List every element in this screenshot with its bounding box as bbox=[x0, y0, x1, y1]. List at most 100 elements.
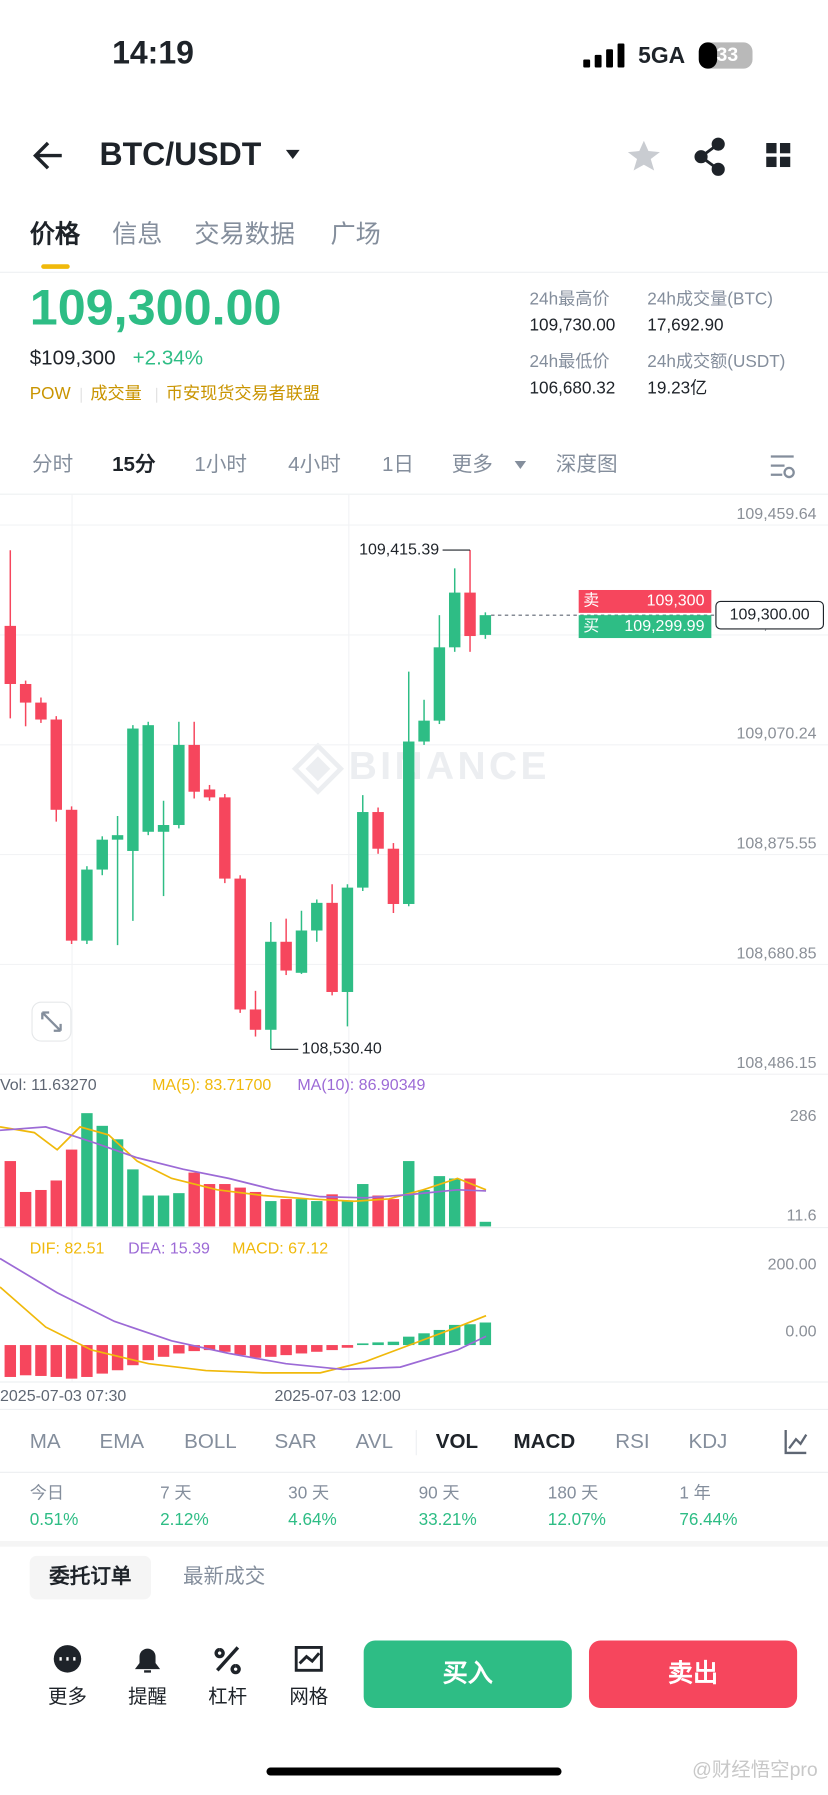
y-tick-label: 108,680.85 bbox=[736, 945, 816, 962]
volume-bar bbox=[448, 1178, 461, 1227]
candle-body bbox=[35, 702, 47, 720]
nav-label[interactable]: 更多 bbox=[48, 1686, 87, 1708]
sell-button-label[interactable]: 卖出 bbox=[668, 1660, 718, 1688]
watermark-logo bbox=[291, 742, 345, 795]
period-label: 今日 bbox=[30, 1483, 64, 1503]
candle-body bbox=[234, 878, 246, 1010]
signal-icon bbox=[583, 43, 625, 68]
macd-text: MACD: 67.12 bbox=[232, 1241, 328, 1258]
candle-body bbox=[418, 720, 430, 742]
timeframe[interactable]: 4小时 bbox=[288, 453, 341, 476]
volume-bar bbox=[234, 1187, 246, 1227]
volume-bar bbox=[4, 1161, 17, 1227]
tag[interactable]: 币安现货交易者联盟 bbox=[166, 383, 320, 403]
pair-title[interactable]: BTC/USDT bbox=[99, 136, 261, 172]
volume-bar bbox=[96, 1125, 108, 1227]
chart-settings[interactable] bbox=[770, 455, 795, 479]
volume-bar bbox=[219, 1184, 231, 1227]
tab[interactable]: 信息 bbox=[112, 220, 162, 248]
macd-bar bbox=[479, 1322, 492, 1346]
timeframe[interactable]: 深度图 bbox=[556, 453, 618, 476]
battery-text: 33 bbox=[717, 44, 739, 66]
buy-quote-price: 109,299.99 bbox=[624, 618, 704, 635]
timeframe[interactable]: 1小时 bbox=[194, 453, 247, 476]
buy-quote-tag: 买 bbox=[583, 617, 599, 635]
stat-label: 24h最低价 bbox=[530, 351, 610, 371]
volume-bar bbox=[387, 1199, 400, 1227]
stat-value: 109,730.00 bbox=[530, 315, 616, 335]
grid-icon[interactable] bbox=[766, 143, 791, 168]
macd-bar bbox=[249, 1345, 262, 1358]
timeframe[interactable]: 15分 bbox=[112, 453, 156, 476]
candle-body bbox=[295, 930, 308, 973]
share-icon[interactable] bbox=[694, 137, 725, 176]
period-change: 76.44% bbox=[679, 1509, 737, 1529]
candle-body bbox=[357, 812, 369, 888]
tab[interactable]: 价格 bbox=[30, 219, 81, 248]
x-date: 2025-07-03 12:00 bbox=[274, 1388, 400, 1405]
macd-bar bbox=[173, 1345, 185, 1354]
nav-label[interactable]: 杠杆 bbox=[208, 1686, 247, 1708]
ma10-line bbox=[0, 1126, 487, 1199]
margin-icon[interactable] bbox=[214, 1646, 241, 1675]
tab[interactable]: 交易数据 bbox=[194, 220, 295, 248]
candle-body bbox=[249, 1009, 262, 1030]
candle-body bbox=[142, 725, 154, 832]
tag[interactable]: 成交量 bbox=[90, 383, 141, 403]
macd-bar bbox=[4, 1345, 17, 1377]
more-dropdown[interactable] bbox=[514, 461, 527, 470]
dif-line bbox=[0, 1286, 487, 1374]
pair-dropdown[interactable] bbox=[285, 149, 300, 160]
grid-bot-icon[interactable] bbox=[294, 1645, 323, 1672]
timeframe[interactable]: 更多 bbox=[452, 453, 493, 476]
order-tab[interactable]: 最新成交 bbox=[183, 1565, 265, 1588]
watermark: @财经悟空pro bbox=[692, 1759, 818, 1781]
macd-bar bbox=[219, 1345, 231, 1352]
buy-button-label[interactable]: 买入 bbox=[443, 1660, 493, 1688]
volume-bar bbox=[464, 1178, 476, 1227]
candle-body bbox=[311, 902, 323, 931]
indicator-settings[interactable] bbox=[784, 1430, 808, 1455]
low-label: 108,530.40 bbox=[302, 1041, 382, 1058]
volume-bar bbox=[50, 1180, 62, 1227]
volume-bar bbox=[19, 1191, 32, 1227]
favorite-star[interactable] bbox=[627, 140, 660, 171]
chart-watermark: BINANCE bbox=[349, 745, 550, 788]
indicator[interactable]: RSI bbox=[615, 1430, 649, 1453]
tab[interactable]: 广场 bbox=[331, 220, 381, 248]
indicator[interactable]: BOLL bbox=[184, 1430, 237, 1453]
timeframe[interactable]: 1日 bbox=[382, 453, 414, 476]
volume-bar bbox=[326, 1194, 338, 1227]
buy-button[interactable] bbox=[363, 1640, 572, 1709]
indicator[interactable]: MA bbox=[30, 1430, 61, 1453]
indicator[interactable]: MACD bbox=[513, 1430, 575, 1453]
indicator[interactable]: AVL bbox=[356, 1430, 393, 1453]
volume-bar bbox=[249, 1191, 262, 1227]
candle-body bbox=[188, 744, 200, 792]
order-tab[interactable]: 委托订单 bbox=[48, 1564, 131, 1588]
indicator[interactable]: EMA bbox=[99, 1430, 144, 1453]
volume-bar bbox=[418, 1189, 430, 1227]
stat-label: 24h最高价 bbox=[530, 288, 610, 308]
nav-label[interactable]: 网格 bbox=[289, 1686, 328, 1708]
macd-bar bbox=[448, 1324, 461, 1346]
stat-label: 24h成交量(BTC) bbox=[647, 288, 773, 308]
indicator[interactable]: SAR bbox=[274, 1430, 316, 1453]
nav-label[interactable]: 提醒 bbox=[128, 1686, 167, 1708]
candle-body bbox=[81, 869, 93, 941]
home-indicator bbox=[266, 1767, 562, 1776]
back-button[interactable] bbox=[33, 141, 62, 170]
sell-button[interactable] bbox=[588, 1640, 798, 1709]
candle-body bbox=[433, 647, 446, 721]
candle-body bbox=[173, 744, 185, 826]
volume-bar bbox=[280, 1199, 292, 1227]
indicator[interactable]: VOL bbox=[436, 1430, 478, 1453]
macd-bar bbox=[357, 1343, 369, 1346]
alert-icon[interactable] bbox=[134, 1648, 161, 1673]
tag[interactable]: POW bbox=[30, 383, 72, 403]
indicator[interactable]: KDJ bbox=[688, 1430, 727, 1453]
y-tick-label: 109,459.64 bbox=[736, 506, 816, 523]
timeframe[interactable]: 分时 bbox=[32, 453, 73, 476]
macd-bar bbox=[295, 1345, 308, 1354]
